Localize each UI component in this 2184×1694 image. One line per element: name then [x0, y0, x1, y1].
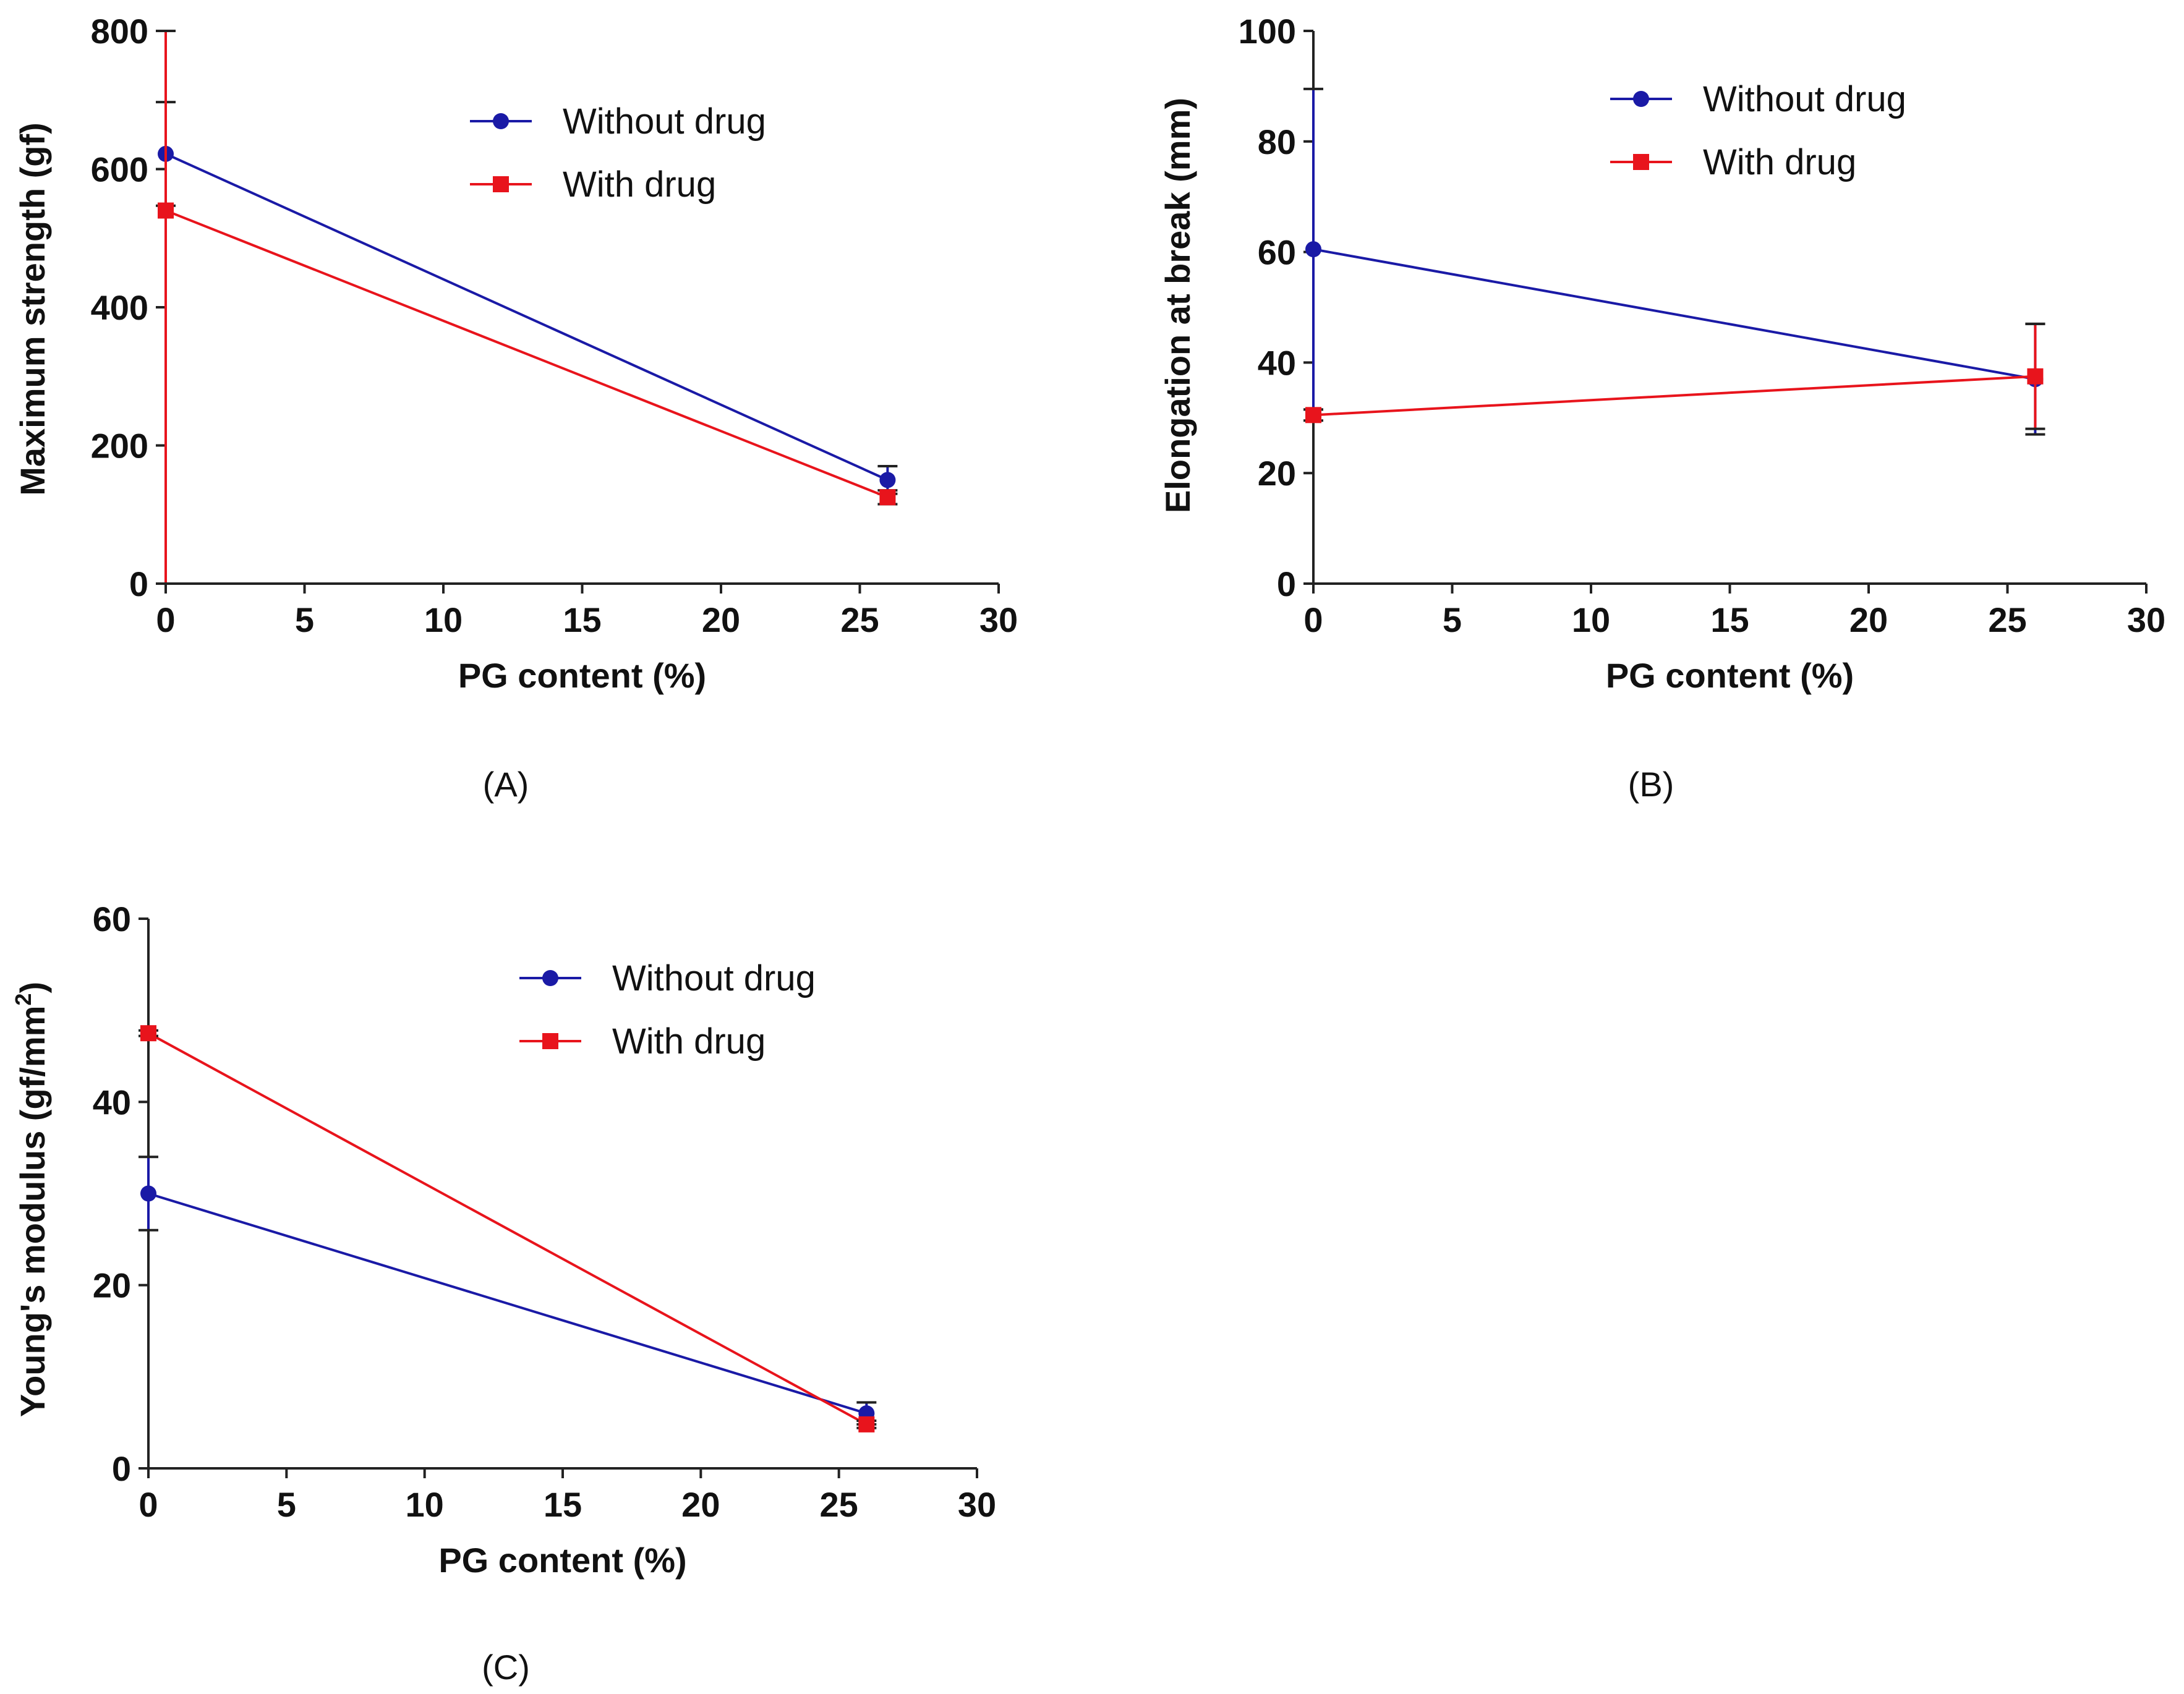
x-tick-label: 10 [1572, 600, 1610, 639]
y-axis-title-text: Young's modulus (gf/mm [13, 1006, 52, 1418]
legend-marker-circle [1633, 91, 1649, 107]
legend-marker-square [542, 1033, 558, 1049]
legend-label: With drug [612, 1021, 766, 1062]
y-axis-title-text: Maximum strength (gf) [13, 122, 52, 496]
x-tick-label: 0 [139, 1485, 158, 1524]
x-tick-label: 10 [424, 600, 463, 639]
panel-label: (B) [1628, 765, 1674, 804]
y-tick-label: 800 [91, 12, 148, 51]
y-axis-title: Elongation at break (mm) [1158, 98, 1197, 513]
data-point-square [2027, 368, 2044, 385]
series-line-without-drug [165, 153, 889, 482]
legend-marker-square [493, 176, 509, 192]
legend-label: Without drug [612, 958, 816, 998]
x-tick-label: 10 [406, 1485, 444, 1524]
panel-label: (C) [482, 1648, 530, 1687]
y-tick-label: 60 [93, 900, 131, 939]
series-line-without-drug [148, 1192, 867, 1415]
data-point-square [140, 1025, 156, 1042]
x-tick-label: 25 [1988, 600, 2026, 639]
y-tick-label: 40 [1258, 343, 1296, 382]
y-tick-label: 0 [1277, 564, 1296, 603]
legend-marker-circle [542, 970, 558, 986]
x-tick-label: 0 [1303, 600, 1323, 639]
panel-label: (A) [483, 765, 529, 804]
legend-label: Without drug [563, 101, 766, 142]
y-tick-label: 60 [1258, 233, 1296, 272]
y-tick-label: 40 [93, 1083, 131, 1122]
x-tick-label: 20 [681, 1485, 720, 1524]
legend-marker-square [1633, 154, 1649, 170]
chart-panel-2: 0 5 10 15 20 25 30 0 20 40 60 PG content (%) Young's… [11, 900, 996, 1687]
y-axis-title-superscript: 2 [11, 994, 36, 1006]
y-tick-label: 20 [1258, 454, 1296, 493]
x-tick-label: 30 [2127, 600, 2165, 639]
y-tick-label: 0 [129, 564, 148, 603]
y-axis-title-text: Elongation at break (mm) [1158, 98, 1197, 513]
x-tick-label: 20 [1849, 600, 1888, 639]
x-tick-label: 5 [277, 1485, 296, 1524]
y-tick-label: 0 [112, 1449, 131, 1488]
y-axis-title-tail: ) [13, 982, 52, 994]
chart-panel-0: 0 5 10 15 20 25 30 0 200 400 600 800 PG content (%) M… [13, 12, 1018, 804]
legend-entry-with-drug: With drug [470, 164, 716, 205]
y-axis-title: Young's modulus (gf/mm2) [11, 982, 52, 1417]
y-tick-label: 100 [1239, 12, 1296, 51]
x-tick-label: 15 [544, 1485, 582, 1524]
x-tick-label: 5 [1443, 600, 1462, 639]
y-tick-label: 80 [1258, 122, 1296, 161]
series-line-with-drug [1313, 375, 2036, 417]
data-point-square [858, 1416, 875, 1432]
series-line-without-drug [1313, 248, 2036, 381]
legend-label: With drug [1703, 142, 1856, 182]
data-point-circle [140, 1185, 156, 1202]
legend-label: With drug [563, 164, 716, 205]
chart-panel-1: 0 5 10 15 20 25 30 0 20 40 60 80 100 PG content (%) El… [1158, 12, 2165, 804]
x-tick-label: 15 [1710, 600, 1749, 639]
data-point-circle [879, 472, 896, 488]
y-tick-label: 200 [91, 427, 148, 466]
x-axis-title: PG content (%) [1606, 656, 1854, 695]
x-tick-label: 30 [979, 600, 1018, 639]
legend-entry-without-drug: Without drug [519, 958, 816, 998]
y-axis-title: Maximum strength (gf) [13, 122, 52, 496]
x-tick-label: 15 [563, 600, 601, 639]
error-bar [156, 30, 176, 585]
series-line-with-drug [165, 209, 889, 499]
legend-entry-with-drug: With drug [1610, 142, 1856, 182]
x-axis-title: PG content (%) [438, 1541, 686, 1580]
y-tick-label: 600 [91, 150, 148, 189]
x-tick-label: 25 [840, 600, 879, 639]
x-tick-label: 0 [156, 600, 175, 639]
legend-entry-with-drug: With drug [519, 1021, 766, 1062]
data-point-square [879, 489, 896, 506]
y-tick-label: 20 [93, 1266, 131, 1305]
data-point-square [1305, 407, 1321, 424]
legend-label: Without drug [1703, 79, 1906, 119]
data-point-circle [1305, 241, 1321, 258]
x-axis-title: PG content (%) [458, 656, 706, 695]
legend-marker-circle [493, 113, 509, 129]
x-tick-label: 25 [820, 1485, 858, 1524]
legend-entry-without-drug: Without drug [1610, 79, 1906, 119]
legend-entry-without-drug: Without drug [470, 101, 766, 142]
x-tick-label: 20 [702, 600, 740, 639]
series-line-with-drug [148, 1032, 868, 1426]
x-tick-label: 5 [295, 600, 314, 639]
y-tick-label: 400 [91, 288, 148, 327]
x-tick-label: 30 [958, 1485, 996, 1524]
data-point-square [158, 202, 174, 219]
